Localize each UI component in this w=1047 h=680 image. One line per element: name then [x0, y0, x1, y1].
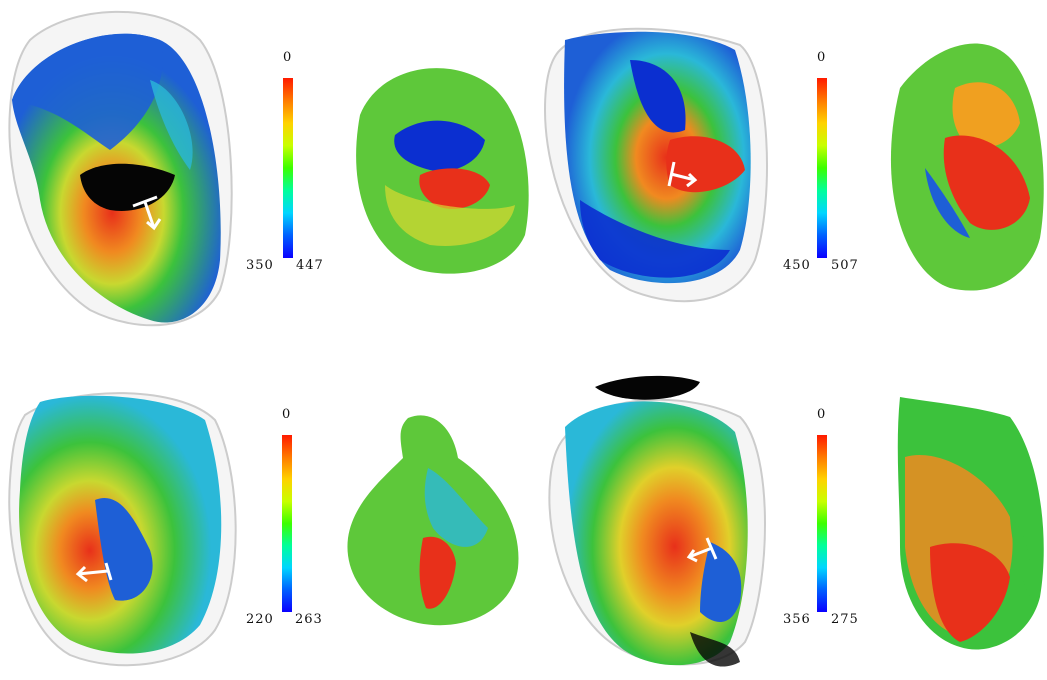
arrow-icon — [686, 537, 718, 563]
endocardial-map-top-right — [890, 43, 1044, 291]
endocardial-map-bottom-left — [347, 415, 519, 626]
colorbar-top-label: 0 — [283, 50, 293, 65]
blue-region — [12, 33, 163, 150]
colorbar-top-label: 0 — [817, 407, 827, 422]
arrow-icon — [75, 562, 113, 583]
blue-region-lower — [580, 200, 730, 278]
colorbar-bottom-left-label: 356 — [783, 612, 811, 627]
colorbar-bottom-left-label: 450 — [783, 258, 811, 273]
arrow-icon — [667, 161, 698, 188]
colorbar-bottom-right-label: 447 — [296, 258, 324, 273]
blue-region — [630, 60, 686, 133]
cyan-patch — [150, 80, 193, 170]
colorbar-bottom-left — [282, 435, 292, 612]
heart-map-top-right — [543, 27, 768, 303]
heart-map-top-left — [8, 10, 233, 327]
heart-map-bottom-right — [548, 375, 766, 667]
colorbar-top-label: 0 — [282, 407, 292, 422]
heart-map-bottom-left — [8, 392, 237, 667]
blue-region — [700, 542, 742, 622]
colorbar-bottom-right — [817, 435, 827, 612]
endocardial-map-top-left — [356, 68, 529, 274]
scar-bottom — [690, 632, 740, 667]
colorbar-top-right — [817, 78, 827, 258]
colorbar-bottom-right-label: 263 — [295, 612, 323, 627]
endocardial-map-bottom-right — [897, 397, 1044, 650]
arrow-icon — [132, 195, 162, 231]
colorbar-top-left — [283, 78, 293, 258]
colorbar-bottom-left-label: 350 — [246, 258, 274, 273]
scar-top — [595, 375, 700, 400]
colorbar-top-label: 0 — [817, 50, 827, 65]
colorbar-bottom-right-label: 507 — [831, 258, 859, 273]
colorbar-bottom-right-label: 275 — [831, 612, 859, 627]
colorbar-bottom-left-label: 220 — [246, 612, 274, 627]
